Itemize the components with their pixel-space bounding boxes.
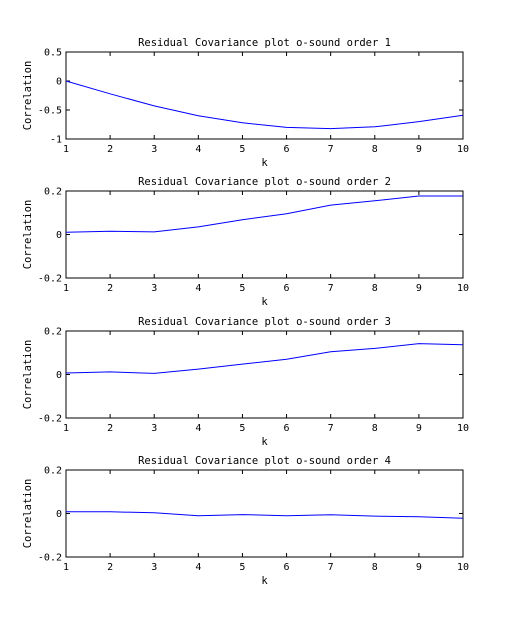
y-tick-label: 0.2: [44, 187, 62, 198]
x-tick-label: 9: [416, 283, 422, 294]
y-axis-label: Correlation: [22, 479, 34, 549]
chart-title: Residual Covariance plot o-sound order 4: [138, 455, 391, 467]
x-tick-label: 9: [416, 144, 422, 155]
x-tick-label: 6: [284, 562, 290, 573]
x-tick-label: 8: [372, 283, 378, 294]
axes-frame: [65, 330, 464, 419]
x-tick-label: 4: [195, 423, 201, 434]
x-tick-label: 9: [416, 423, 422, 434]
x-tick-label: 2: [107, 423, 113, 434]
y-axis-label: Correlation: [22, 61, 34, 131]
x-tick-label: 4: [195, 144, 201, 155]
subplot-3: Residual Covariance plot o-sound order 3…: [22, 316, 469, 448]
y-tick-label: 0: [56, 370, 62, 381]
series-line: [65, 80, 464, 130]
x-tick-label: 10: [457, 423, 469, 434]
y-tick-label: 0.5: [44, 48, 62, 59]
y-tick-label: -0.5: [38, 106, 62, 117]
y-tick-label: 0: [56, 77, 62, 88]
chart-title: Residual Covariance plot o-sound order 2: [138, 176, 391, 188]
x-tick-label: 3: [151, 283, 157, 294]
x-tick-label: 3: [151, 144, 157, 155]
x-tick-label: 1: [63, 144, 69, 155]
x-tick-label: 7: [328, 562, 334, 573]
y-tick-label: -0.2: [38, 553, 62, 564]
y-tick-label: 0.2: [44, 466, 62, 477]
chart-title: Residual Covariance plot o-sound order 3: [138, 316, 391, 328]
y-tick-label: -0.2: [38, 414, 62, 425]
x-tick-label: 4: [195, 283, 201, 294]
x-tick-label: 4: [195, 562, 201, 573]
y-tick-label: -1: [50, 135, 62, 146]
x-tick-label: 5: [239, 562, 245, 573]
x-tick-label: 10: [457, 283, 469, 294]
x-tick-label: 10: [457, 144, 469, 155]
x-tick-label: 8: [372, 423, 378, 434]
x-tick-label: 6: [284, 283, 290, 294]
subplot-2: Residual Covariance plot o-sound order 2…: [22, 176, 469, 308]
x-tick-label: 8: [372, 562, 378, 573]
x-tick-label: 5: [239, 144, 245, 155]
series-line: [66, 511, 464, 519]
x-axis-label: k: [261, 296, 268, 308]
x-tick-label: 7: [328, 423, 334, 434]
y-axis-label: Correlation: [22, 200, 34, 270]
axes-frame: [65, 51, 464, 140]
chart-title: Residual Covariance plot o-sound order 1: [138, 37, 391, 49]
x-tick-label: 3: [151, 562, 157, 573]
x-tick-label: 6: [284, 144, 290, 155]
x-tick-label: 2: [107, 283, 113, 294]
x-tick-label: 8: [372, 144, 378, 155]
x-tick-label: 10: [457, 562, 469, 573]
y-tick-label: 0: [56, 509, 62, 520]
y-axis-label: Correlation: [22, 340, 34, 410]
x-tick-label: 2: [107, 562, 113, 573]
subplot-1: Residual Covariance plot o-sound order 1…: [22, 37, 469, 169]
y-tick-label: 0.2: [44, 327, 62, 338]
x-tick-label: 5: [239, 283, 245, 294]
subplot-4: Residual Covariance plot o-sound order 4…: [22, 455, 469, 587]
x-tick-label: 1: [63, 283, 69, 294]
x-tick-label: 2: [107, 144, 113, 155]
x-axis-label: k: [261, 436, 268, 448]
axes-frame: [65, 190, 464, 279]
y-tick-label: 0: [56, 230, 62, 241]
x-axis-label: k: [261, 575, 268, 587]
x-tick-label: 9: [416, 562, 422, 573]
x-tick-label: 7: [328, 283, 334, 294]
x-tick-label: 1: [63, 423, 69, 434]
x-tick-label: 1: [63, 562, 69, 573]
x-tick-label: 6: [284, 423, 290, 434]
series-line: [65, 195, 463, 233]
y-tick-label: -0.2: [38, 274, 62, 285]
x-tick-label: 7: [328, 144, 334, 155]
series-line: [65, 343, 464, 374]
x-tick-label: 3: [151, 423, 157, 434]
x-axis-label: k: [261, 157, 268, 169]
axes-frame: [65, 469, 464, 558]
x-tick-label: 5: [239, 423, 245, 434]
